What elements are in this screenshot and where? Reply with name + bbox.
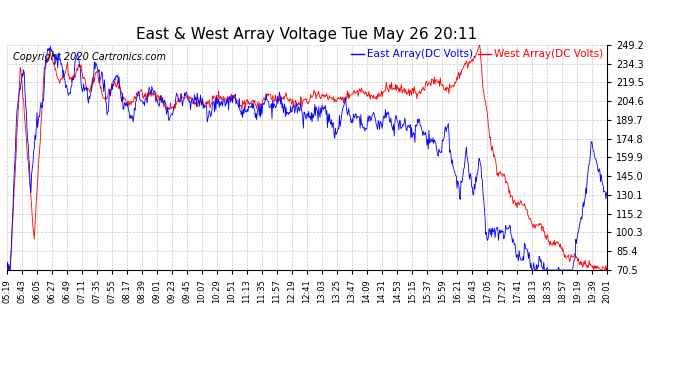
Legend: East Array(DC Volts), West Array(DC Volts): East Array(DC Volts), West Array(DC Volt…	[347, 45, 607, 63]
Text: Copyright 2020 Cartronics.com: Copyright 2020 Cartronics.com	[13, 52, 166, 62]
Title: East & West Array Voltage Tue May 26 20:11: East & West Array Voltage Tue May 26 20:…	[137, 27, 477, 42]
